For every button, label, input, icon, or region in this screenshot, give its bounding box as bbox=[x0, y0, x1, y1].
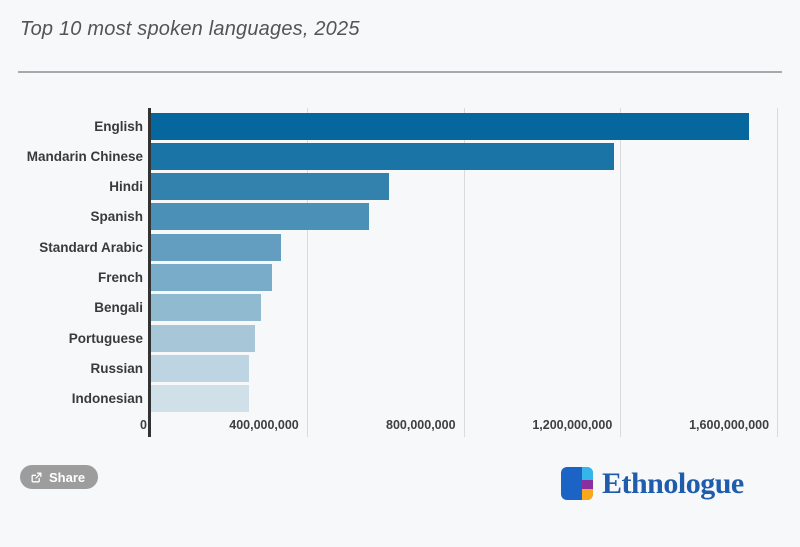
ethnologue-logo-text: Ethnologue bbox=[602, 467, 744, 500]
bar-english[interactable] bbox=[151, 112, 749, 140]
bar-chart: English Mandarin Chinese Hindi Spanish Stand… bbox=[0, 108, 800, 448]
share-button-label: Share bbox=[49, 469, 86, 485]
bar-standard-arabic[interactable] bbox=[151, 233, 282, 261]
x-tick-label: 800,000,000 bbox=[386, 418, 456, 432]
x-tick-label: 400,000,000 bbox=[229, 418, 299, 432]
category-label-standard-arabic: Standard Arabic bbox=[39, 239, 143, 255]
gridline bbox=[306, 108, 308, 437]
share-icon bbox=[30, 471, 43, 484]
gridline bbox=[620, 108, 622, 437]
bar-hindi[interactable] bbox=[151, 173, 389, 201]
share-button[interactable]: Share bbox=[20, 465, 99, 489]
chart-title: Top 10 most spoken languages, 2025 bbox=[20, 18, 360, 40]
bar-portuguese[interactable] bbox=[151, 324, 255, 352]
title-divider bbox=[18, 71, 782, 73]
bar-indonesian[interactable] bbox=[151, 385, 249, 413]
category-label-french: French bbox=[97, 270, 143, 286]
gridline bbox=[463, 108, 465, 437]
category-label-spanish: Spanish bbox=[90, 209, 143, 225]
bar-spanish[interactable] bbox=[151, 203, 369, 231]
ethnologue-logo-icon bbox=[561, 467, 593, 500]
x-tick-label: 0 bbox=[140, 418, 147, 432]
x-tick-label: 1,200,000,000 bbox=[532, 418, 613, 432]
bar-bengali[interactable] bbox=[151, 294, 262, 322]
bar-russian[interactable] bbox=[151, 355, 250, 383]
category-label-english: English bbox=[94, 118, 143, 134]
category-label-russian: Russian bbox=[90, 361, 143, 377]
x-tick-label: 1,600,000,000 bbox=[689, 418, 770, 432]
category-label-hindi: Hindi bbox=[109, 179, 143, 195]
category-label-portuguese: Portuguese bbox=[68, 330, 143, 346]
logo-cyan-block bbox=[582, 467, 593, 480]
logo-purple-block bbox=[582, 480, 593, 489]
bar-french[interactable] bbox=[151, 264, 273, 292]
gridline bbox=[777, 108, 779, 437]
category-label-indonesian: Indonesian bbox=[71, 391, 143, 407]
bar-mandarin-chinese[interactable] bbox=[151, 142, 615, 170]
category-label-bengali: Bengali bbox=[94, 300, 143, 316]
logo-amber-block bbox=[582, 489, 593, 500]
category-label-mandarin-chinese: Mandarin Chinese bbox=[26, 148, 143, 164]
ethnologue-logo[interactable]: Ethnologue bbox=[561, 467, 744, 501]
y-axis-line bbox=[148, 108, 151, 437]
